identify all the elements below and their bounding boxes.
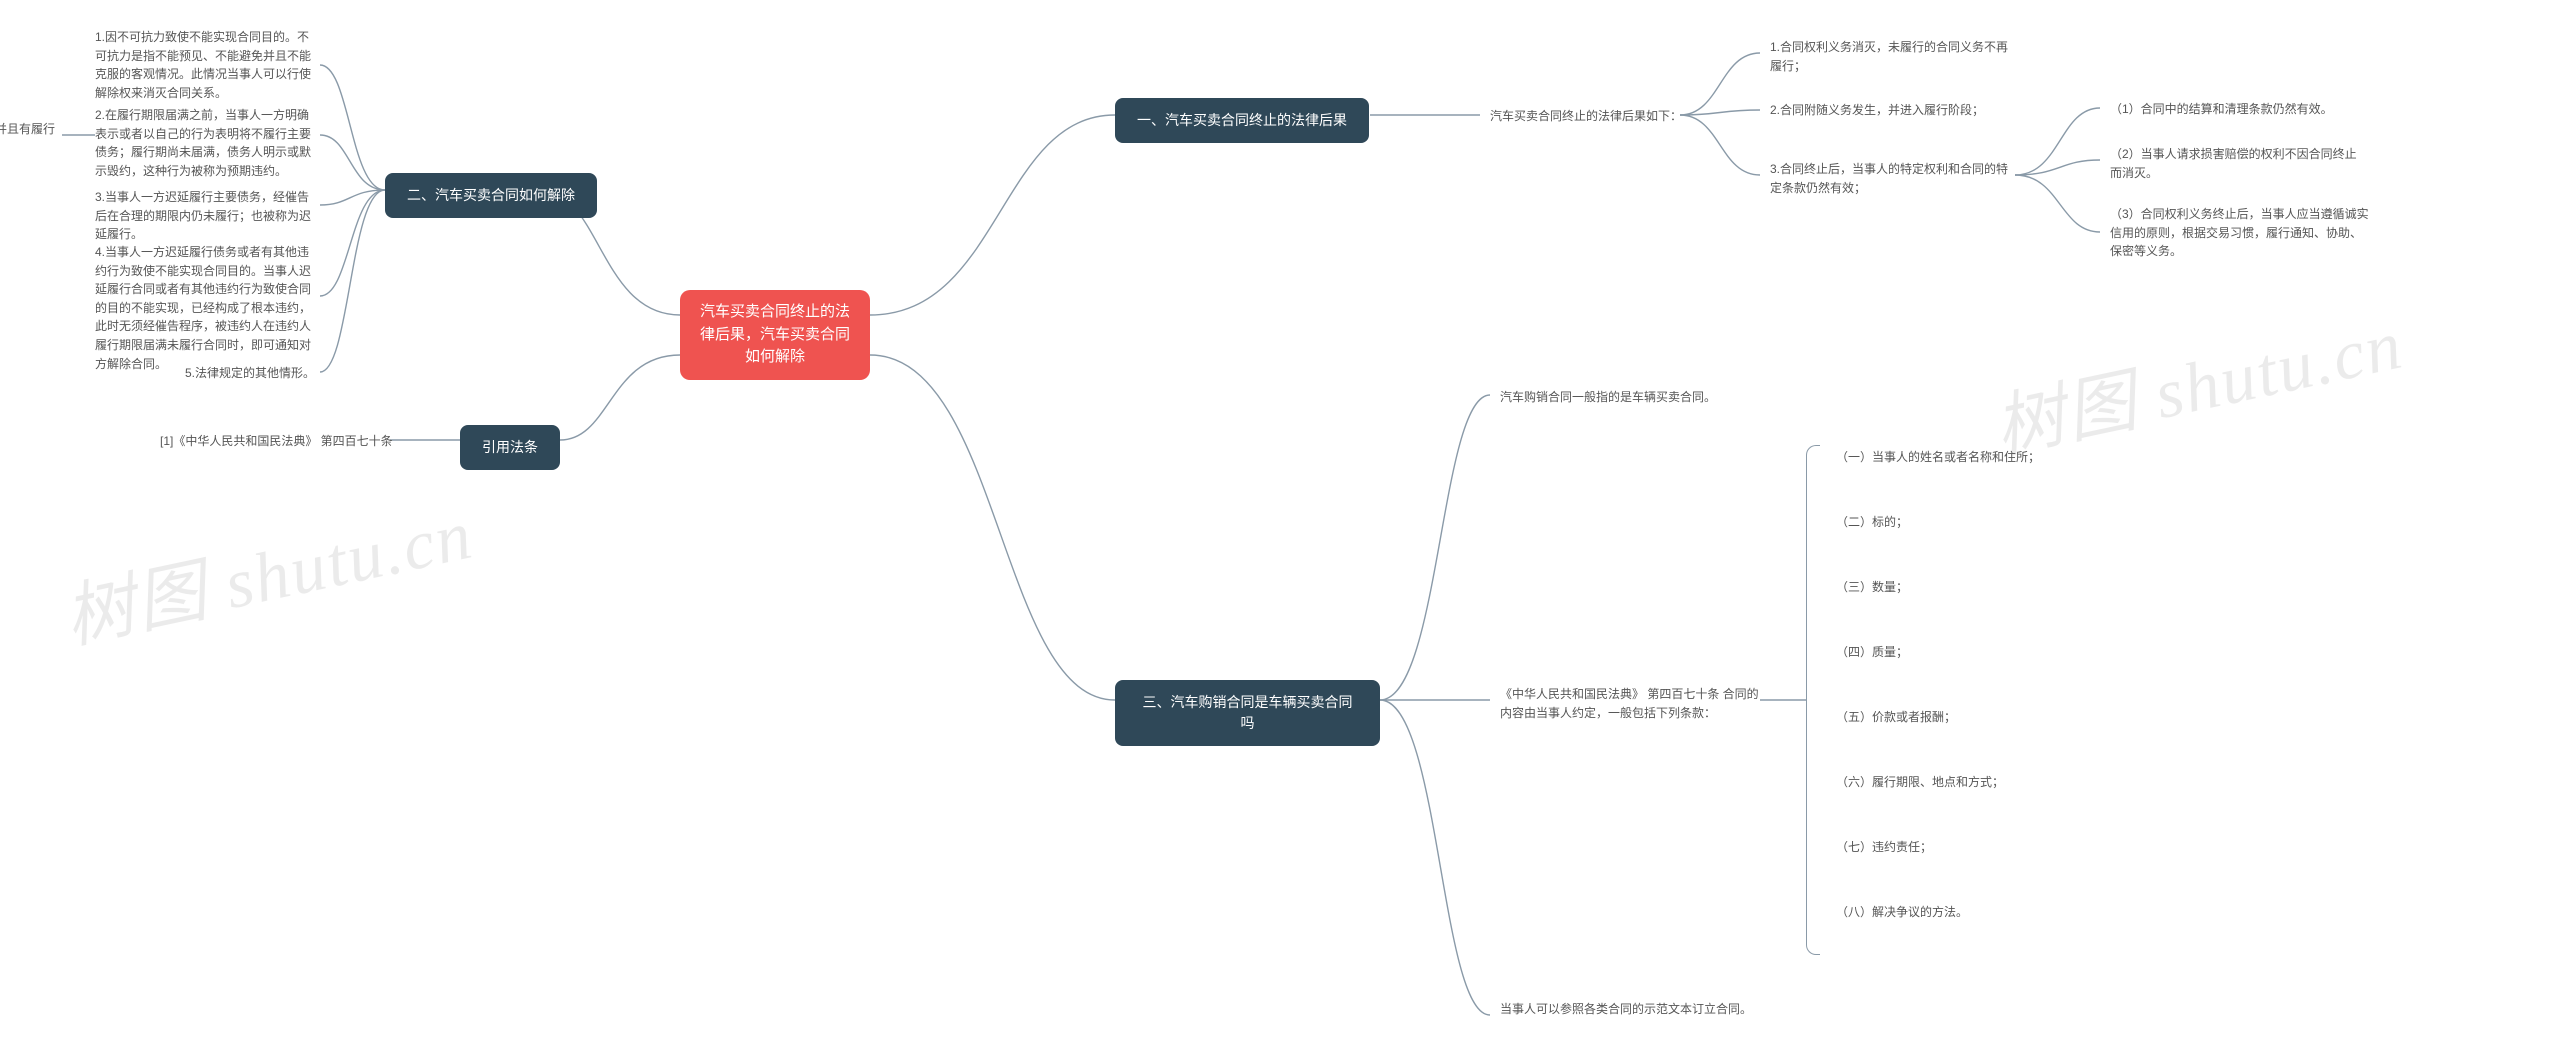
clause-2: （二）标的； xyxy=(1836,513,1908,532)
branch-2-item-2: 2.在履行期限届满之前，当事人一方明确表示或者以自己的行为表明将不履行主要债务；… xyxy=(95,106,320,180)
clause-bracket xyxy=(1806,445,1820,955)
branch-2-item-1: 1.因不可抗力致使不能实现合同目的。不可抗力是指不能预见、不能避免并且不能克服的… xyxy=(95,28,320,102)
branch-3: 三、汽车购销合同是车辆买卖合同吗 xyxy=(1115,680,1380,746)
branch-3-intro: 汽车购销合同一般指的是车辆买卖合同。 xyxy=(1500,388,1716,407)
watermark-left: 树图 shutu.cn xyxy=(54,478,481,663)
branch-2-item-2-side: 此种情况一般要求债务人有过错，并且有履行能力。 xyxy=(0,120,55,157)
clause-6: （六）履行期限、地点和方式； xyxy=(1836,773,2004,792)
branch-1-title: 一、汽车买卖合同终止的法律后果 xyxy=(1137,110,1347,131)
branch-3-law: 《中华人民共和国民法典》 第四百七十条 合同的内容由当事人约定，一般包括下列条款… xyxy=(1500,685,1760,722)
branch-1-sub-1: （1）合同中的结算和清理条款仍然有效。 xyxy=(2110,100,2333,119)
root-node: 汽车买卖合同终止的法律后果，汽车买卖合同如何解除 xyxy=(680,290,870,380)
branch-1-item-3: 3.合同终止后，当事人的特定权利和合同的特定条款仍然有效； xyxy=(1770,160,2010,197)
branch-1-sub-2: （2）当事人请求损害赔偿的权利不因合同终止而消灭。 xyxy=(2110,145,2360,182)
root-title: 汽车买卖合同终止的法律后果，汽车买卖合同如何解除 xyxy=(698,301,852,369)
branch-4: 引用法条 xyxy=(460,425,560,470)
branch-1: 一、汽车买卖合同终止的法律后果 xyxy=(1115,98,1369,143)
clause-8: （八）解决争议的方法。 xyxy=(1836,903,1968,922)
branch-4-item: [1]《中华人民共和国民法典》 第四百七十条 xyxy=(160,432,393,451)
watermark-right: 树图 shutu.cn xyxy=(1984,288,2411,473)
clause-5: （五）价款或者报酬； xyxy=(1836,708,1956,727)
branch-3-title: 三、汽车购销合同是车辆买卖合同吗 xyxy=(1137,692,1358,734)
branch-2-item-5: 5.法律规定的其他情形。 xyxy=(185,364,315,383)
branch-1-sub-3: （3）合同权利义务终止后，当事人应当遵循诚实信用的原则，根据交易习惯，履行通知、… xyxy=(2110,205,2370,261)
branch-2-item-3: 3.当事人一方迟延履行主要债务，经催告后在合理的期限内仍未履行；也被称为迟延履行… xyxy=(95,188,320,244)
branch-2-title: 二、汽车买卖合同如何解除 xyxy=(407,185,575,206)
branch-3-tail: 当事人可以参照各类合同的示范文本订立合同。 xyxy=(1500,1000,1752,1019)
clause-3: （三）数量； xyxy=(1836,578,1908,597)
branch-2-item-4: 4.当事人一方迟延履行债务或者有其他违约行为致使不能实现合同目的。当事人迟延履行… xyxy=(95,243,320,373)
branch-1-item-2: 2.合同附随义务发生，并进入履行阶段； xyxy=(1770,101,1984,120)
branch-4-title: 引用法条 xyxy=(482,437,538,458)
clause-1: （一）当事人的姓名或者名称和住所； xyxy=(1836,448,2040,467)
clause-7: （七）违约责任； xyxy=(1836,838,1932,857)
branch-2: 二、汽车买卖合同如何解除 xyxy=(385,173,597,218)
branch-1-intro: 汽车买卖合同终止的法律后果如下： xyxy=(1490,107,1682,126)
branch-1-item-1: 1.合同权利义务消灭，未履行的合同义务不再履行； xyxy=(1770,38,2010,75)
clause-4: （四）质量； xyxy=(1836,643,1908,662)
